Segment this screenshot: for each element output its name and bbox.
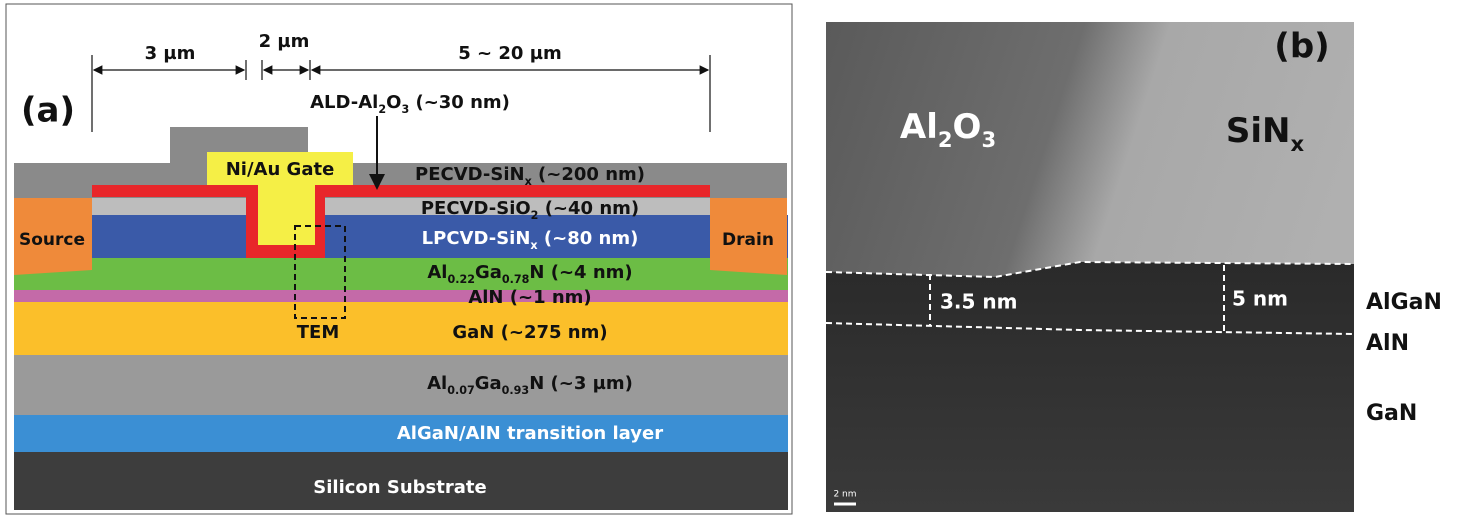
text-run: PECVD-SiN [415,164,525,185]
text-run: LPCVD-SiN [422,228,531,249]
subscript: 2 [938,127,953,152]
text-run: (~40 nm) [538,198,639,219]
aln-layer [14,290,788,302]
dimension-label: 3 µm [145,43,196,64]
tem-label: TEM [297,322,340,343]
layer-name: GaN [1366,401,1417,426]
algan-layer [14,258,788,290]
gan-layer [14,302,788,355]
text-run: Al [427,373,447,394]
figure: (a)3 µm2 µm5 ~ 20 µmALD-Al2O3 (~30 nm)Ni… [0,0,1464,520]
layer-name: AlGaN [1366,290,1442,315]
text-run: O [953,107,982,147]
subscript: 0.07 [447,384,475,397]
dimension-label: 5 ~ 20 µm [458,43,561,64]
layer-name: AlN [1366,331,1409,356]
text-run: AlN (~1 nm) [468,287,591,308]
drain-label: Drain [722,230,774,250]
subscript: 0.22 [447,273,475,286]
panel-b [826,22,1354,512]
text-run: AlGaN/AlN transition layer [397,423,663,444]
text-run: (~200 nm) [532,164,645,185]
layer-label: Silicon Substrate [313,477,486,498]
thickness-label: 5 nm [1232,287,1288,311]
scale-label: 2 nm [833,490,856,500]
gate-label: Ni/Au Gate [226,159,335,180]
ald-label: ALD-Al2O3 (~30 nm) [310,92,510,116]
subscript: x [1291,131,1305,156]
thickness-label: 3.5 nm [940,290,1017,314]
text-run: N (~4 nm) [529,262,632,283]
subscript: 2 [531,209,539,222]
layer-label: AlGaN/AlN transition layer [397,423,663,444]
text-run: Al [427,262,447,283]
subscript: 0.93 [502,384,530,397]
layer-label: LPCVD-SiNx (~80 nm) [422,228,639,252]
dimension-label: 2 µm [259,31,310,52]
layer-label: PECVD-SiO2 (~40 nm) [421,198,639,222]
subscript: 3 [981,127,996,152]
subscript: 0.78 [502,273,530,286]
text-run: GaN (~275 nm) [452,322,607,343]
buffer-layer [14,355,788,415]
text-run: Ga [475,373,502,394]
panel-label: (a) [21,91,75,131]
text-run: (~30 nm) [409,92,510,113]
text-run: Silicon Substrate [313,477,486,498]
source-label: Source [19,230,85,250]
text-run: ALD-Al [310,92,378,113]
text-run: Ga [475,262,502,283]
subscript: 3 [401,103,409,116]
text-run: SiN [1226,111,1291,151]
text-run: N (~3 µm) [529,373,633,394]
text-run: PECVD-SiO [421,198,531,219]
text-run: O [386,92,401,113]
subscript: 2 [378,103,386,116]
layer-label: AlN (~1 nm) [468,287,591,308]
text-run: Al [900,107,938,147]
text-run: (~80 nm) [538,228,639,249]
panel-label: (b) [1274,27,1329,67]
layer-label: GaN (~275 nm) [452,322,607,343]
lpcvd-layer [14,215,788,258]
